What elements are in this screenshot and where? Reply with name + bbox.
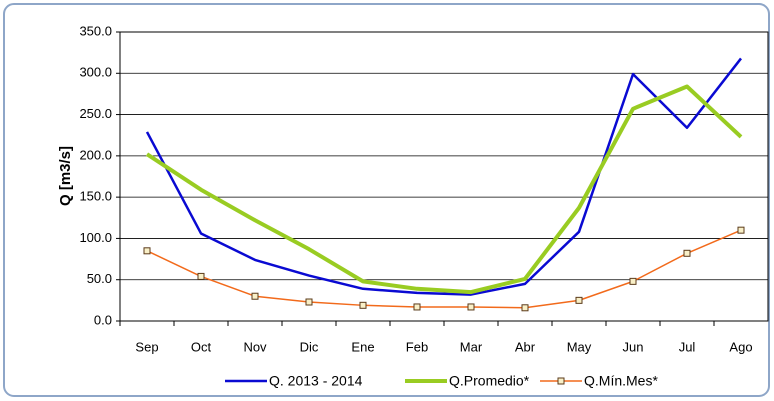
legend-label: Q.Mín.Mes* <box>584 373 658 389</box>
y-tick-label: 100.0 <box>79 230 112 245</box>
point-marker <box>629 277 637 285</box>
y-tick-label: 250.0 <box>79 106 112 121</box>
y-tick-label: 50.0 <box>87 271 112 286</box>
x-tick-label: Dic <box>300 339 319 354</box>
y-tick-label: 150.0 <box>79 189 112 204</box>
y-tick-label: 200.0 <box>79 147 112 162</box>
x-tick-label: Feb <box>406 339 428 354</box>
x-tick-label: Oct <box>191 339 212 354</box>
series-line <box>146 229 742 309</box>
series-line <box>145 57 742 296</box>
point-marker <box>413 303 421 311</box>
chart-frame <box>3 3 770 397</box>
point-marker <box>575 296 583 304</box>
x-tick-label: Jul <box>679 339 696 354</box>
x-tick-label: Mar <box>460 339 483 354</box>
point-marker <box>737 226 745 234</box>
point-marker <box>197 272 205 280</box>
point-marker <box>143 247 151 255</box>
y-tick-label: 0.0 <box>94 312 112 327</box>
y-tick-label: 350.0 <box>79 23 112 38</box>
y-tick-label: 300.0 <box>79 65 112 80</box>
point-marker <box>305 298 313 306</box>
x-tick-label: Ene <box>351 339 374 354</box>
series-line <box>145 84 743 295</box>
x-tick-label: Sep <box>135 339 158 354</box>
y-axis-label: Q [m3/s] <box>57 146 74 206</box>
legend-marker <box>557 377 565 385</box>
point-marker <box>359 301 367 309</box>
x-tick-label: Abr <box>515 339 536 354</box>
legend-label: Q. 2013 - 2014 <box>269 373 363 389</box>
x-tick-label: May <box>567 339 592 354</box>
x-tick-label: Ago <box>729 339 752 354</box>
x-tick-label: Jun <box>623 339 644 354</box>
point-marker <box>467 303 475 311</box>
point-marker <box>251 292 259 300</box>
point-marker <box>683 249 691 257</box>
point-marker <box>521 304 529 312</box>
x-tick-label: Nov <box>243 339 267 354</box>
legend-label: Q.Promedio* <box>449 373 530 389</box>
